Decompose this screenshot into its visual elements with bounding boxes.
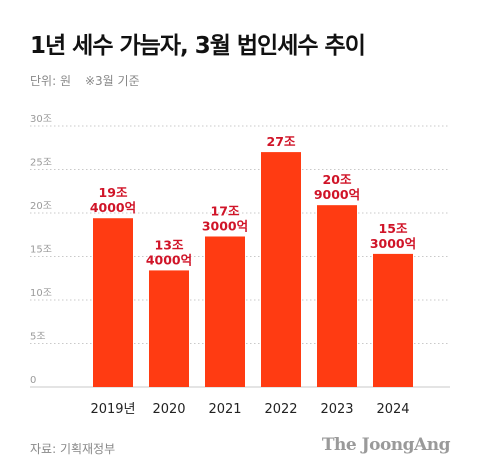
data-label: 17조 [211, 203, 240, 218]
data-label: 4000억 [146, 252, 192, 267]
data-label: 4000억 [90, 200, 136, 215]
basis-note: ※3월 기준 [84, 74, 140, 88]
data-label: 13조 [155, 237, 184, 252]
unit-label: 단위: 원 [30, 74, 71, 88]
data-label: 3000억 [370, 236, 416, 251]
chart-meta: 단위: 원 ※3월 기준 [30, 72, 140, 89]
x-tick-label: 2021 [208, 402, 241, 417]
x-tick-label: 2020 [152, 402, 185, 417]
y-tick-label: 30조 [30, 114, 52, 125]
y-tick-label: 0 [30, 375, 36, 386]
y-tick-label: 10조 [30, 288, 52, 299]
data-label: 19조 [99, 185, 128, 200]
y-tick-label: 25조 [30, 158, 52, 169]
data-label: 3000억 [202, 218, 248, 233]
data-label: 15조 [379, 221, 408, 236]
data-label: 27조 [267, 134, 296, 149]
x-tick-label: 2024 [376, 402, 409, 417]
y-tick-label: 15조 [30, 245, 52, 256]
bar [149, 270, 189, 387]
bar [317, 205, 357, 387]
x-tick-label: 2023 [320, 402, 353, 417]
bar [373, 253, 413, 387]
bar [205, 236, 245, 387]
data-label: 9000억 [314, 187, 360, 202]
chart-title: 1년 세수 가늠자, 3월 법인세수 추이 [30, 33, 366, 59]
y-tick-label: 20조 [30, 201, 52, 212]
y-tick-label: 5조 [30, 332, 46, 343]
x-tick-label: 2022 [264, 402, 297, 417]
source-label: 자료: 기획재정부 [30, 442, 116, 456]
bar [93, 218, 133, 387]
brand-logo: The JoongAng [321, 435, 451, 455]
x-tick-label: 2019년 [90, 402, 135, 417]
data-label: 20조 [323, 172, 352, 187]
bar [261, 152, 301, 387]
